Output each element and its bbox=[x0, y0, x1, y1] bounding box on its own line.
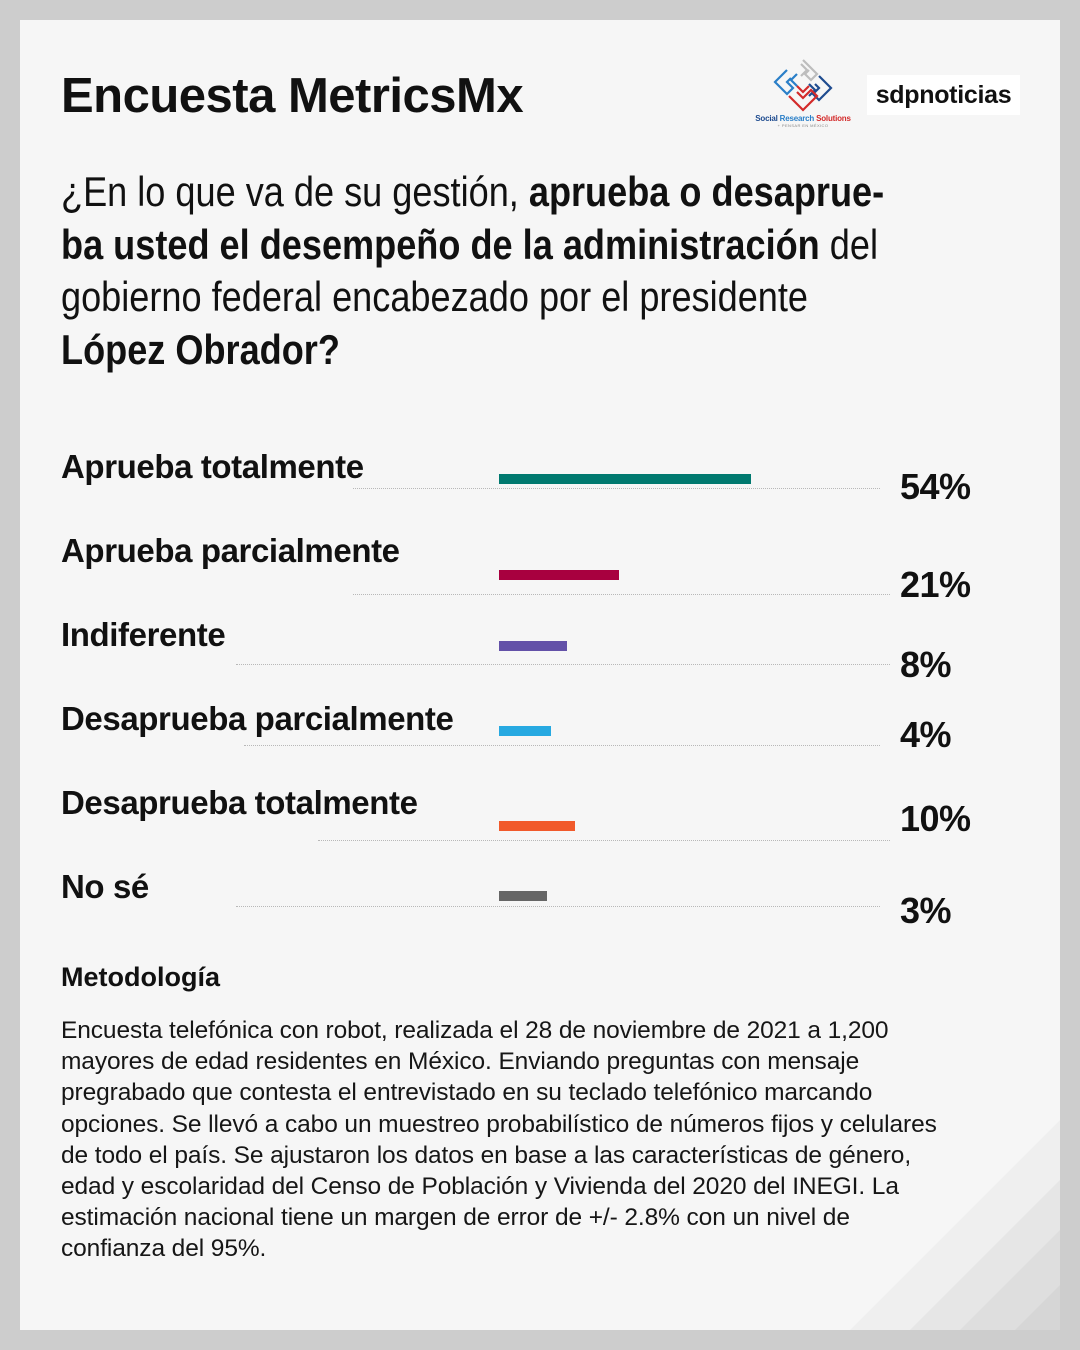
dotted-leader-line bbox=[236, 664, 890, 665]
survey-question: ¿En lo que va de su gestión, aprueba o d… bbox=[61, 166, 1007, 376]
question-segment: López Obrador? bbox=[61, 325, 340, 373]
methodology-text: Encuesta telefónica con robot, realizada… bbox=[61, 1015, 1021, 1265]
methodology-line: Encuesta telefónica con robot, realizada… bbox=[61, 1017, 889, 1044]
value-label: 54% bbox=[900, 466, 971, 507]
bar bbox=[499, 891, 547, 901]
social-research-solutions-logo-icon bbox=[773, 59, 833, 112]
category-label: Aprueba parcialmente bbox=[61, 532, 400, 569]
bar bbox=[499, 474, 751, 484]
dotted-leader-line bbox=[244, 745, 880, 746]
value-label: 4% bbox=[900, 714, 952, 755]
question-segment: ba usted el desempeño de la administraci… bbox=[61, 220, 820, 268]
sdpnoticias-logo: sdpnoticias bbox=[867, 75, 1020, 115]
methodology-line: mayores de edad residentes en México. En… bbox=[61, 1048, 860, 1076]
methodology-line: de todo el país. Se ajustaron los datos … bbox=[61, 1141, 912, 1169]
methodology-line: confianza del 95%. bbox=[61, 1235, 267, 1263]
question-segment: ¿En lo que va de su gestión, bbox=[61, 168, 529, 215]
methodology-line: estimación nacional tiene un margen de e… bbox=[61, 1204, 850, 1232]
social-research-solutions-name: Social Research Solutions bbox=[755, 114, 851, 123]
value-label: 8% bbox=[900, 644, 952, 685]
dotted-leader-line bbox=[236, 906, 880, 907]
methodology-title: Metodología bbox=[61, 962, 220, 992]
bar bbox=[499, 570, 619, 580]
dotted-leader-line bbox=[353, 488, 880, 489]
category-label: No sé bbox=[61, 868, 149, 905]
category-label: Indiferente bbox=[61, 616, 226, 653]
dotted-leader-line bbox=[318, 840, 890, 841]
bar bbox=[499, 821, 575, 831]
methodology-line: opciones. Se llevó a cabo un muestreo pr… bbox=[61, 1110, 937, 1138]
category-label: Desaprueba parcialmente bbox=[61, 700, 454, 737]
value-label: 10% bbox=[900, 798, 971, 839]
category-label: Aprueba totalmente bbox=[61, 448, 364, 485]
question-segment: aprueba o desaprue- bbox=[528, 168, 885, 215]
infographic-card: Encuesta MetricsMx Social Research Solut… bbox=[20, 20, 1060, 1330]
category-label: Desaprueba totalmente bbox=[61, 784, 418, 821]
social-research-solutions-tagline: + PENSAR EN MÉXICO bbox=[777, 123, 829, 128]
question-segment: del bbox=[819, 220, 878, 268]
dotted-leader-line bbox=[353, 594, 890, 595]
value-label: 21% bbox=[900, 564, 971, 605]
methodology-line: pregrabado que contesta el entrevistado … bbox=[61, 1079, 873, 1107]
value-label: 3% bbox=[900, 890, 952, 931]
question-segment: gobierno federal encabezado por el presi… bbox=[61, 273, 809, 320]
methodology-line: edad y escolaridad del Censo de Població… bbox=[61, 1173, 899, 1201]
bar bbox=[499, 641, 567, 651]
social-research-solutions-logo: Social Research Solutions + PENSAR EN MÉ… bbox=[748, 58, 858, 132]
survey-title: Encuesta MetricsMx bbox=[61, 69, 524, 123]
bar bbox=[499, 726, 551, 736]
